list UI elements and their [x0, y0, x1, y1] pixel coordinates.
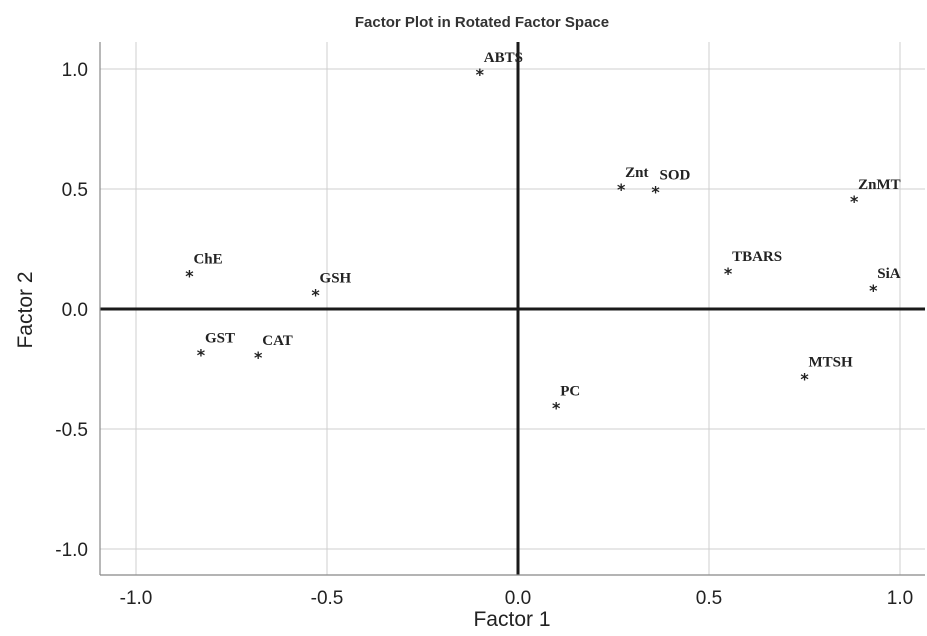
- point-label: Znt: [625, 165, 648, 181]
- point-label: GSH: [320, 271, 352, 287]
- data-point: *SOD: [651, 167, 690, 201]
- point-marker: *: [311, 286, 320, 305]
- point-label: CAT: [262, 333, 293, 349]
- point-label: ZnMT: [858, 177, 901, 193]
- point-label: MTSH: [809, 355, 854, 371]
- point-label: ChE: [193, 251, 222, 267]
- point-label: TBARS: [732, 249, 782, 265]
- x-tick-label: 0.5: [696, 588, 722, 609]
- data-point: *ABTS: [476, 50, 523, 84]
- y-tick-label: -0.5: [55, 420, 88, 441]
- x-tick-label: 0.0: [505, 588, 531, 609]
- data-point: *SiA: [869, 266, 901, 300]
- point-marker: *: [476, 65, 485, 84]
- chart-title: Factor Plot in Rotated Factor Space: [355, 14, 609, 31]
- x-tick-label: -0.5: [311, 588, 344, 609]
- x-axis-title: Factor 1: [473, 608, 550, 631]
- y-axis-ticks: -1.0 -0.5 0.0 0.5 1.0: [55, 60, 88, 561]
- plot-frame: [99, 42, 925, 576]
- y-axis-title: Factor 2: [14, 271, 37, 348]
- point-marker: *: [800, 370, 809, 389]
- zero-axes: [100, 42, 925, 575]
- point-label: ABTS: [484, 50, 523, 66]
- data-point: *GST: [197, 331, 235, 365]
- point-label: SOD: [660, 167, 691, 183]
- y-tick-label: 0.5: [62, 180, 88, 201]
- y-tick-label: 0.0: [62, 300, 88, 321]
- grid: [100, 42, 925, 575]
- y-tick-label: -1.0: [55, 540, 88, 561]
- y-tick-label: 1.0: [62, 60, 88, 81]
- point-marker: *: [185, 266, 194, 285]
- x-tick-label: -1.0: [120, 588, 153, 609]
- data-point: *Znt: [617, 165, 649, 199]
- point-marker: *: [850, 192, 859, 211]
- point-marker: *: [197, 346, 206, 365]
- data-points: *ABTS*Znt*SOD*ZnMT*ChE*GSH *TBARS*SiA*GST…: [185, 50, 900, 418]
- point-marker: *: [651, 182, 660, 201]
- data-point: *ChE: [185, 251, 222, 285]
- point-marker: *: [869, 281, 878, 300]
- data-point: *CAT: [254, 333, 293, 367]
- x-axis-ticks: -1.0 -0.5 0.0 0.5 1.0: [120, 588, 914, 609]
- data-point: *TBARS: [724, 249, 782, 283]
- data-point: *GSH: [311, 271, 351, 305]
- point-marker: *: [617, 180, 626, 199]
- x-tick-label: 1.0: [887, 588, 913, 609]
- point-label: PC: [560, 383, 580, 399]
- point-label: SiA: [877, 266, 901, 282]
- data-point: *PC: [552, 383, 580, 417]
- data-point: *MTSH: [800, 355, 853, 389]
- point-marker: *: [552, 398, 561, 417]
- data-point: *ZnMT: [850, 177, 901, 211]
- point-marker: *: [724, 264, 733, 283]
- point-marker: *: [254, 348, 263, 367]
- point-label: GST: [205, 331, 235, 347]
